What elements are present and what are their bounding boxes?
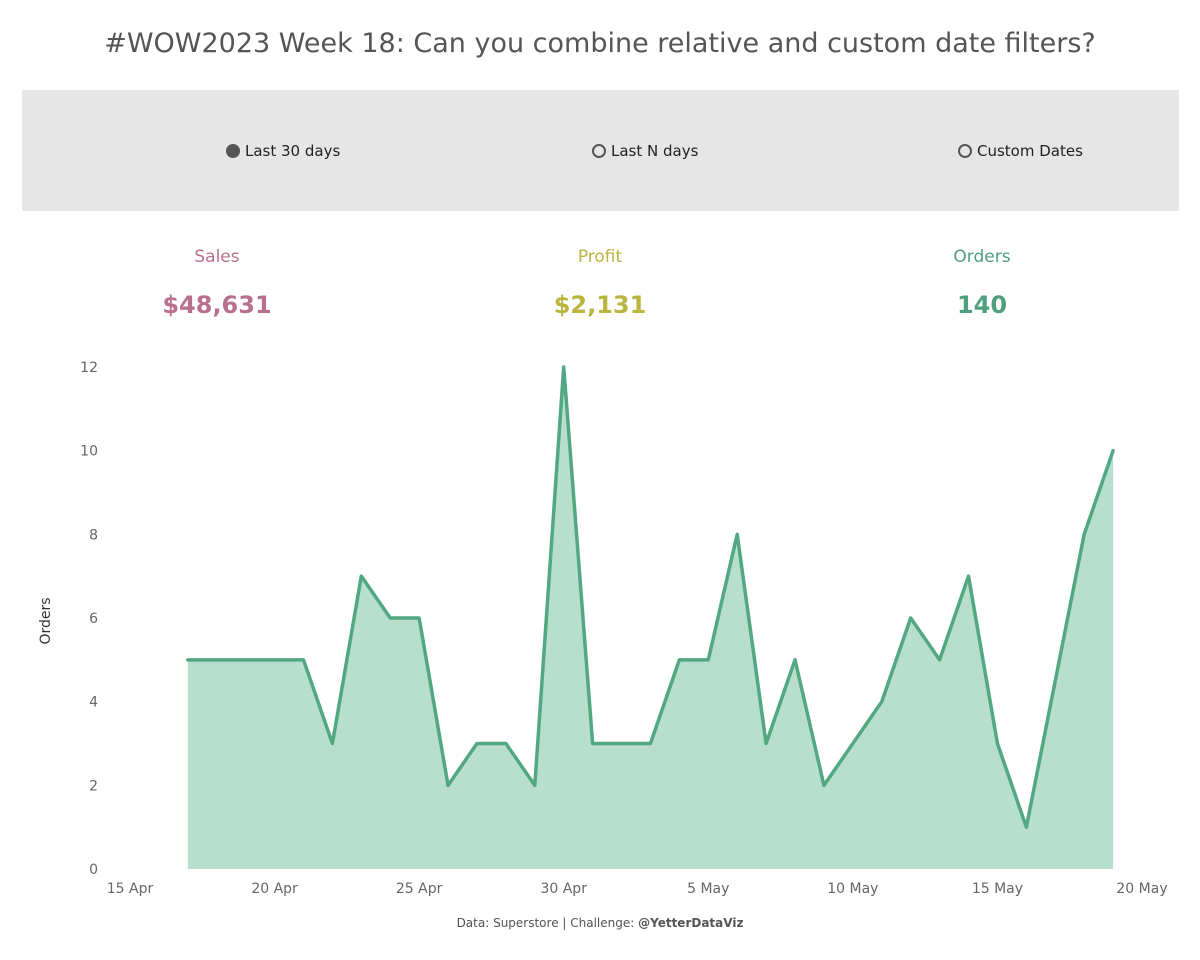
data-point-19-may[interactable] <box>1109 447 1117 455</box>
radio-last-30-days[interactable]: Last 30 days <box>226 142 340 160</box>
data-point-15-may[interactable] <box>993 740 1001 748</box>
x-tick-label: 25 Apr <box>396 881 443 897</box>
data-point-20-apr[interactable] <box>271 656 279 664</box>
x-tick-label: 15 May <box>972 881 1023 897</box>
data-point-11-may[interactable] <box>878 698 886 706</box>
radio-unselected-icon <box>958 144 972 158</box>
kpi-profit-value: $2,131 <box>553 291 647 319</box>
kpi-orders: Orders 140 <box>852 247 1112 319</box>
radio-label: Custom Dates <box>977 142 1083 160</box>
y-tick-label: 10 <box>80 444 98 460</box>
kpi-sales: Sales $48,631 <box>87 247 347 319</box>
data-point-6-may[interactable] <box>733 530 741 538</box>
data-point-16-may[interactable] <box>1022 823 1030 831</box>
data-point-21-apr[interactable] <box>299 656 307 664</box>
radio-last-n-days[interactable]: Last N days <box>592 142 698 160</box>
y-tick-label: 8 <box>89 527 98 543</box>
data-point-29-apr[interactable] <box>531 781 539 789</box>
data-point-25-apr[interactable] <box>415 614 423 622</box>
data-point-17-may[interactable] <box>1051 677 1059 685</box>
data-point-30-apr[interactable] <box>560 363 568 371</box>
radio-custom-dates[interactable]: Custom Dates <box>958 142 1083 160</box>
data-point-27-apr[interactable] <box>473 740 481 748</box>
data-point-2-may[interactable] <box>618 740 626 748</box>
y-tick-label: 4 <box>89 695 98 711</box>
footer-text: Data: Superstore | Challenge: <box>456 916 639 930</box>
data-point-18-apr[interactable] <box>213 656 221 664</box>
data-point-10-may[interactable] <box>849 740 857 748</box>
kpi-orders-value: 140 <box>956 291 1008 319</box>
x-tick-label: 30 Apr <box>540 881 587 897</box>
data-point-4-may[interactable] <box>675 656 683 664</box>
data-point-17-apr[interactable] <box>184 656 192 664</box>
data-point-28-apr[interactable] <box>502 740 510 748</box>
data-point-13-may[interactable] <box>936 656 944 664</box>
data-point-12-may[interactable] <box>907 614 915 622</box>
data-point-14-may[interactable] <box>965 572 973 580</box>
data-point-18-may[interactable] <box>1080 530 1088 538</box>
data-point-3-may[interactable] <box>646 740 654 748</box>
orders-area-fill <box>187 367 1114 869</box>
radio-selected-icon <box>226 144 240 158</box>
data-point-8-may[interactable] <box>791 656 799 664</box>
x-tick-label: 10 May <box>827 881 878 897</box>
kpi-profit-label: Profit <box>577 247 623 267</box>
dashboard-title: #WOW2023 Week 18: Can you combine relati… <box>104 28 1096 59</box>
date-filter-panel: Last 30 days Last N days Custom Dates <box>22 90 1179 211</box>
data-point-19-apr[interactable] <box>242 656 250 664</box>
x-tick-label: 20 May <box>1116 881 1167 897</box>
radio-unselected-icon <box>592 144 606 158</box>
data-point-26-apr[interactable] <box>444 781 452 789</box>
data-point-5-may[interactable] <box>704 656 712 664</box>
y-tick-label: 6 <box>89 611 98 627</box>
orders-area-chart: 0 2 4 6 8 10 12 15 Apr 20 Apr 25 Apr 30 Apr 5 May 10… <box>38 360 1168 897</box>
data-point-24-apr[interactable] <box>386 614 394 622</box>
data-point-9-may[interactable] <box>820 781 828 789</box>
orders-line <box>186 365 1115 829</box>
y-tick-label: 12 <box>80 360 98 376</box>
radio-label: Last N days <box>611 142 699 160</box>
x-tick-label: 15 Apr <box>107 881 154 897</box>
data-point-23-apr[interactable] <box>357 572 365 580</box>
kpi-profit: Profit $2,131 <box>470 247 730 319</box>
x-tick-label: 5 May <box>687 881 729 897</box>
y-tick-label: 0 <box>89 862 98 878</box>
footer-handle: @YetterDataViz <box>638 916 744 930</box>
kpi-sales-label: Sales <box>194 247 240 267</box>
data-point-22-apr[interactable] <box>328 740 336 748</box>
radio-label: Last 30 days <box>245 142 341 160</box>
data-point-7-may[interactable] <box>762 740 770 748</box>
x-tick-label: 20 Apr <box>251 881 298 897</box>
y-tick-label: 2 <box>89 778 98 794</box>
footer-credit: Data: Superstore | Challenge: @YetterDat… <box>0 916 1200 930</box>
kpi-orders-label: Orders <box>953 247 1011 267</box>
data-point-1-may[interactable] <box>589 740 597 748</box>
kpi-sales-value: $48,631 <box>162 291 272 319</box>
y-axis-title: Orders <box>38 597 54 644</box>
